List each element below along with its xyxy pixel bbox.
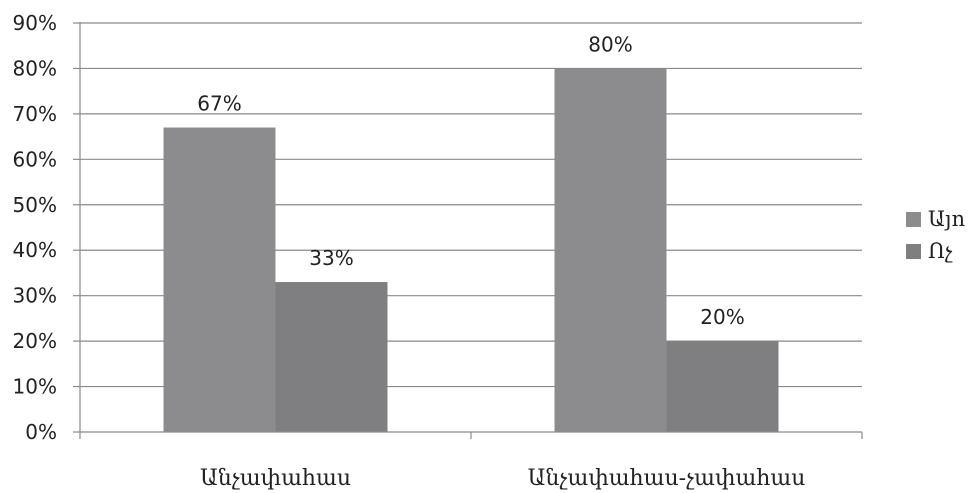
y-tick-label: 40% (13, 238, 57, 262)
y-tick-label: 70% (13, 102, 57, 126)
data-label: 67% (197, 92, 241, 116)
y-tick-label: 60% (13, 147, 57, 171)
y-tick-label: 10% (13, 375, 57, 399)
legend-swatch (906, 244, 921, 259)
axes (79, 22, 863, 439)
x-axis-categories: Անչափահաս Անչափահաս-չափահաս (200, 466, 805, 491)
legend: Այո Ոչ (906, 207, 966, 263)
legend-label: Ոչ (928, 239, 953, 263)
y-tick-label: 80% (13, 56, 57, 80)
y-tick-label: 90% (13, 11, 57, 35)
data-label: 80% (588, 32, 632, 56)
x-category-label: Անչափահաս (200, 466, 351, 491)
y-tick-label: 20% (13, 329, 57, 353)
y-tick-label: 50% (13, 193, 57, 217)
y-axis-ticks: 0% 10% 20% 30% 40% 50% 60% 70% 80% 90% (13, 11, 57, 444)
y-tick-label: 0% (25, 420, 57, 444)
legend-swatch (906, 212, 921, 227)
data-label: 33% (309, 246, 353, 270)
y-tick-label: 30% (13, 284, 57, 308)
bars (163, 68, 779, 433)
bar (554, 68, 667, 432)
x-category-label: Անչափահաս-չափահաս (528, 466, 806, 491)
bar (666, 341, 779, 432)
legend-label: Այո (928, 207, 966, 231)
data-labels: 67% 33% 80% 20% (197, 32, 744, 329)
bar (163, 127, 276, 433)
bar (275, 282, 388, 432)
data-label: 20% (700, 305, 744, 329)
